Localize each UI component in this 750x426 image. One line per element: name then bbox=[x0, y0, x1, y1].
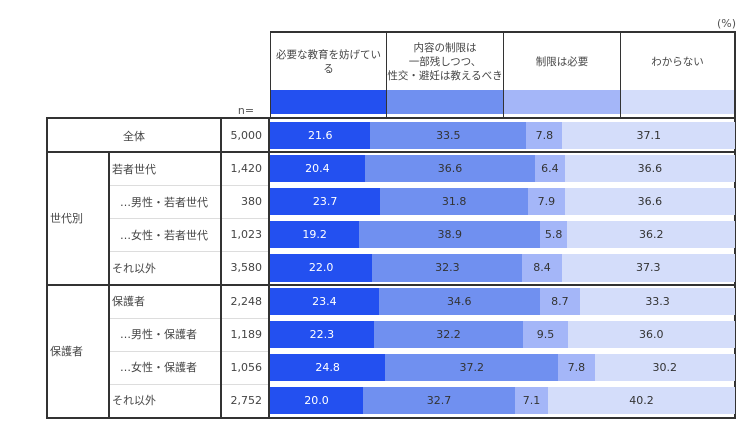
group-divider bbox=[48, 283, 736, 286]
bar-segment: 7.8 bbox=[558, 353, 595, 381]
bar-segment: 32.2 bbox=[373, 320, 524, 348]
row-divider bbox=[110, 350, 270, 352]
n-label: n= bbox=[237, 104, 255, 117]
bar-segment: 19.2 bbox=[270, 221, 360, 249]
bar-segment: 32.7 bbox=[363, 386, 516, 414]
bar-segment: 36.6 bbox=[564, 188, 735, 216]
row-label: …女性・若者世代 bbox=[110, 218, 222, 252]
bar-segment: 34.6 bbox=[378, 287, 540, 315]
bar-segment: 7.8 bbox=[526, 122, 563, 150]
row-label: それ以外 bbox=[110, 251, 222, 285]
row-divider bbox=[110, 185, 270, 187]
bar-segment: 36.6 bbox=[364, 155, 536, 183]
bar-segment: 32.3 bbox=[372, 254, 523, 282]
legend-label: 必要な教育を妨げている bbox=[276, 48, 381, 75]
bar-segment: 20.0 bbox=[270, 386, 363, 414]
legend-swatch bbox=[621, 90, 734, 114]
row-divider bbox=[110, 383, 270, 385]
bar-segment: 23.4 bbox=[270, 287, 379, 315]
row-divider bbox=[110, 251, 270, 253]
bar-segment: 20.4 bbox=[270, 155, 365, 183]
bar-segment: 22.3 bbox=[270, 320, 374, 348]
legend-label: 内容の制限は 一部残しつつ、 性交・避妊は教えるべき bbox=[387, 41, 503, 82]
bar-segment: 31.8 bbox=[380, 188, 529, 216]
row-label: …女性・保護者 bbox=[110, 350, 222, 384]
bar-segment: 24.8 bbox=[270, 353, 386, 381]
bar-segment: 7.9 bbox=[528, 188, 565, 216]
bar-segment: 6.4 bbox=[535, 155, 565, 183]
legend-swatch bbox=[504, 90, 620, 114]
row-n: 1,420 bbox=[222, 152, 270, 186]
row-n: 2,248 bbox=[222, 284, 270, 318]
row-n: 1,056 bbox=[222, 350, 270, 384]
bar-segment: 30.2 bbox=[594, 353, 735, 381]
bar-segment: 37.1 bbox=[562, 122, 735, 150]
legend-item-2: 制限は必要 bbox=[503, 31, 620, 117]
row-divider bbox=[110, 317, 270, 319]
legend-item-0: 必要な教育を妨げている bbox=[270, 31, 386, 117]
bar-segment: 5.8 bbox=[540, 221, 568, 249]
data-table: 全体 世代別 保護者 5,000 21.6 33.5 7.8 37.1 若者世代 1,420 20.… bbox=[46, 117, 736, 419]
legend-item-3: わからない bbox=[620, 31, 736, 117]
row-n: 3,580 bbox=[222, 251, 270, 285]
row-divider bbox=[110, 218, 270, 220]
legend-item-1: 内容の制限は 一部残しつつ、 性交・避妊は教えるべき bbox=[386, 31, 503, 117]
unit-label: (%) bbox=[716, 17, 736, 30]
bar-segment: 23.7 bbox=[270, 188, 381, 216]
row-label: …男性・若者世代 bbox=[110, 185, 222, 219]
row-n: 1,189 bbox=[222, 317, 270, 351]
bar-segment: 36.0 bbox=[567, 320, 735, 348]
group-label: 世代別 bbox=[48, 152, 110, 285]
bar-segment: 8.7 bbox=[539, 287, 581, 315]
bar-segment: 36.6 bbox=[564, 155, 735, 183]
group-divider bbox=[48, 151, 736, 154]
row-label: それ以外 bbox=[110, 383, 222, 417]
row-n: 2,752 bbox=[222, 383, 270, 417]
bar-segment: 33.3 bbox=[580, 287, 735, 315]
legend-label: 制限は必要 bbox=[535, 55, 589, 68]
bar-segment: 22.0 bbox=[270, 254, 373, 282]
bar-segment: 33.5 bbox=[370, 122, 527, 150]
row-n: 380 bbox=[222, 185, 270, 219]
legend-swatch bbox=[271, 90, 386, 114]
bar-segment: 40.2 bbox=[548, 386, 735, 414]
row-label: …男性・保護者 bbox=[110, 317, 222, 351]
bar-segment: 7.1 bbox=[515, 386, 549, 414]
legend-swatch bbox=[387, 90, 503, 114]
row-n: 1,023 bbox=[222, 218, 270, 252]
bar-segment: 37.2 bbox=[385, 353, 559, 381]
legend-label: わからない bbox=[651, 55, 704, 68]
group-label: 保護者 bbox=[48, 284, 110, 417]
bar-segment: 38.9 bbox=[359, 221, 541, 249]
row-n: 5,000 bbox=[222, 119, 270, 153]
row-label: 若者世代 bbox=[110, 152, 222, 186]
bar-segment: 8.4 bbox=[522, 254, 562, 282]
group-label: 全体 bbox=[48, 119, 222, 153]
row-label: 保護者 bbox=[110, 284, 222, 318]
bar-segment: 9.5 bbox=[523, 320, 568, 348]
bar-segment: 37.3 bbox=[561, 254, 735, 282]
bar-segment: 21.6 bbox=[270, 122, 371, 150]
bar-segment: 36.2 bbox=[567, 221, 736, 249]
